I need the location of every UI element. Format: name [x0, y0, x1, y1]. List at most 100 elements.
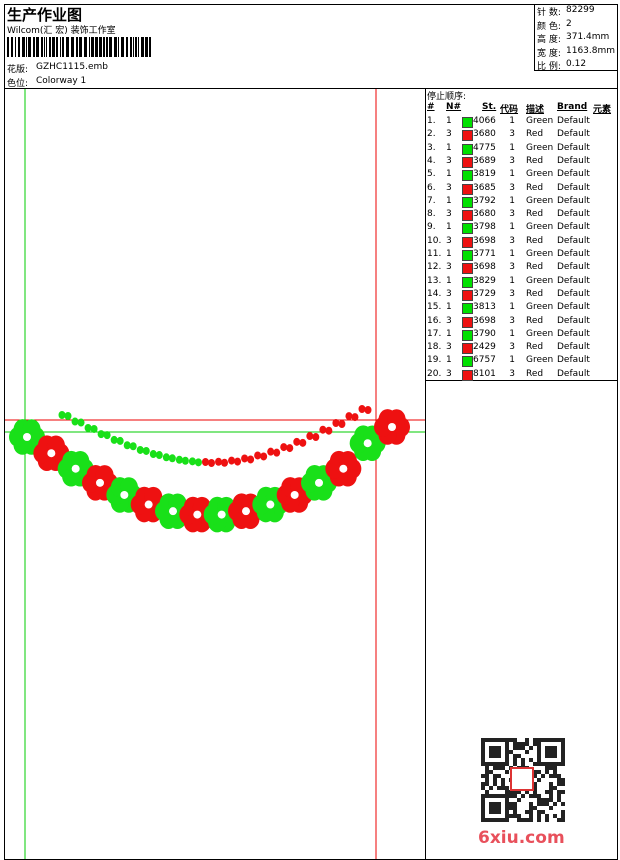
- qr-module: [505, 810, 509, 814]
- brand: Default: [557, 275, 590, 286]
- stitches: 3792: [473, 195, 496, 206]
- description: Green: [526, 355, 554, 366]
- swatch: [462, 170, 473, 182]
- bar: [149, 37, 151, 57]
- qr-module: [489, 770, 493, 774]
- swatch: [462, 316, 473, 328]
- description: Red: [526, 129, 544, 140]
- qr-module: [529, 818, 533, 822]
- qr-module: [553, 802, 557, 806]
- swatch: [462, 196, 473, 208]
- row-number: 20.: [427, 368, 442, 379]
- code: 3: [509, 129, 515, 140]
- column-header: #: [427, 102, 435, 112]
- swatch: [462, 156, 473, 168]
- qr-module: [517, 742, 521, 746]
- qr-module: [557, 774, 561, 778]
- qr-module: [549, 750, 553, 754]
- qr-module: [537, 818, 541, 822]
- qr-module: [537, 742, 541, 746]
- brand: Default: [557, 116, 590, 126]
- description: Green: [526, 142, 554, 153]
- qr-module: [545, 818, 549, 822]
- butterfly: [228, 456, 236, 465]
- qr-module: [545, 814, 549, 818]
- qr-module: [497, 750, 501, 754]
- stop: 3: [446, 262, 452, 273]
- butterfly: [90, 424, 98, 433]
- qr-module: [561, 810, 565, 814]
- qr-module: [537, 798, 541, 802]
- qr-module: [493, 766, 497, 770]
- info-value: 371.4mm: [566, 32, 610, 42]
- qr-module: [557, 818, 561, 822]
- qr-module: [537, 810, 541, 814]
- bar: [141, 37, 144, 57]
- qr-module: [529, 802, 533, 806]
- qr-module: [529, 814, 533, 818]
- qr-module: [501, 738, 505, 742]
- embroidery-design: [9, 405, 410, 533]
- qr-module: [493, 806, 497, 810]
- butterfly: [168, 454, 176, 463]
- butterfly: [221, 458, 229, 467]
- motif: [193, 510, 202, 519]
- qr-module: [545, 802, 549, 806]
- bar: [145, 37, 148, 57]
- stop: 1: [446, 302, 452, 313]
- swatch: [462, 289, 473, 301]
- butterfly: [181, 456, 189, 465]
- bar: [99, 37, 102, 57]
- swatch: [462, 343, 473, 355]
- qr-module: [541, 802, 545, 806]
- swatch: [462, 303, 473, 315]
- butterfly: [332, 419, 340, 428]
- qr-module: [561, 782, 565, 786]
- motif: [169, 507, 177, 516]
- bar: [89, 37, 90, 57]
- brand: Default: [557, 169, 590, 180]
- qr-module: [481, 806, 485, 810]
- qr-module: [557, 782, 561, 786]
- bar: [106, 37, 108, 57]
- description: Green: [526, 222, 554, 233]
- description: Red: [526, 288, 544, 299]
- bar: [56, 37, 58, 57]
- qr-module: [497, 754, 501, 758]
- motif: [266, 500, 275, 509]
- qr-module: [525, 750, 529, 754]
- qr-module: [513, 754, 517, 758]
- qr-module: [541, 762, 545, 766]
- butterfly: [175, 455, 183, 464]
- qr-module: [505, 750, 509, 754]
- qr-module: [521, 762, 525, 766]
- qr-module: [533, 774, 537, 778]
- bar: [71, 37, 74, 57]
- qr-module: [501, 818, 505, 822]
- butterfly: [351, 413, 359, 422]
- bar: [95, 37, 98, 57]
- info-label: 比 例:: [537, 62, 561, 72]
- qr-module: [513, 806, 517, 810]
- qr-module: [513, 742, 517, 746]
- description: Green: [526, 328, 554, 339]
- swatch: [462, 117, 473, 128]
- swatch: [462, 250, 473, 261]
- qr-module: [537, 778, 541, 782]
- bar: [103, 37, 105, 57]
- bar: [130, 37, 132, 57]
- qr-module: [533, 790, 537, 794]
- bar: [49, 37, 51, 57]
- butterfly: [64, 412, 72, 420]
- row-number: 3.: [427, 142, 436, 153]
- bar: [26, 37, 27, 57]
- brand: Default: [557, 142, 590, 153]
- description: Red: [526, 182, 544, 193]
- bar: [121, 37, 124, 57]
- qr-module: [509, 750, 513, 754]
- qr-module: [529, 746, 533, 750]
- bar: [52, 37, 55, 57]
- qr-module: [517, 818, 521, 822]
- butterfly: [312, 433, 320, 442]
- qr-module: [505, 758, 509, 762]
